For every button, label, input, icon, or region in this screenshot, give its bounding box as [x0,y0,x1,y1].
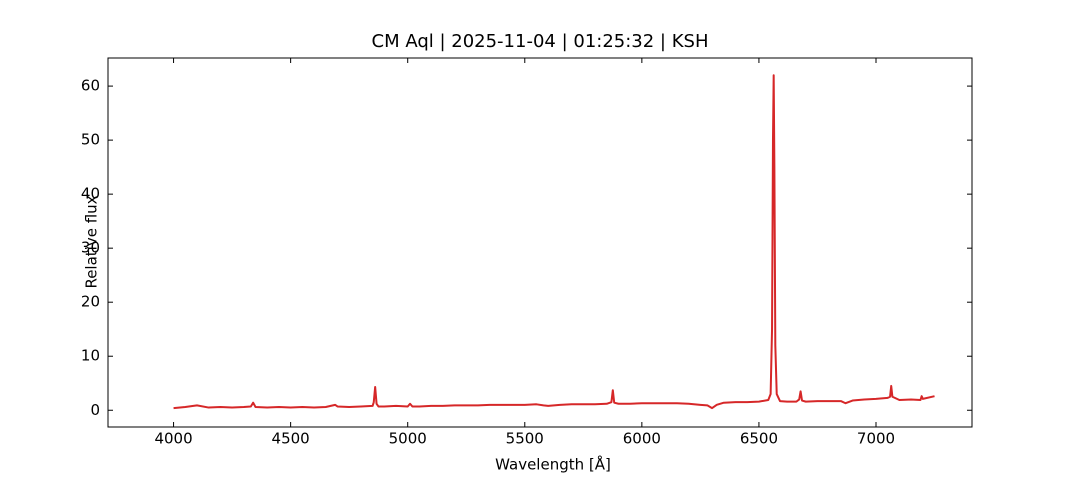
x-tick-label: 6000 [623,430,661,448]
y-tick-label: 10 [81,347,100,365]
y-tick-label: 30 [81,239,100,257]
plot-frame [107,57,973,428]
x-tick-label: 5500 [506,430,544,448]
x-tick-label: 4500 [272,430,310,448]
x-axis-label: Wavelength [Å] [495,455,611,474]
y-tick-label: 20 [81,293,100,311]
x-tick-label: 6500 [740,430,778,448]
x-tick-label: 4000 [154,430,192,448]
spectrum-line [173,74,935,410]
x-tick-label: 7000 [857,430,895,448]
y-tick-label: 0 [90,401,100,419]
y-axis-label: Relative flux [83,195,101,288]
y-tick-label: 50 [81,131,100,149]
x-tick-label: 5000 [389,430,427,448]
y-tick-label: 40 [81,185,100,203]
y-tick-label: 60 [81,77,100,95]
chart-title: CM Aql | 2025-11-04 | 01:25:32 | KSH [372,31,709,52]
